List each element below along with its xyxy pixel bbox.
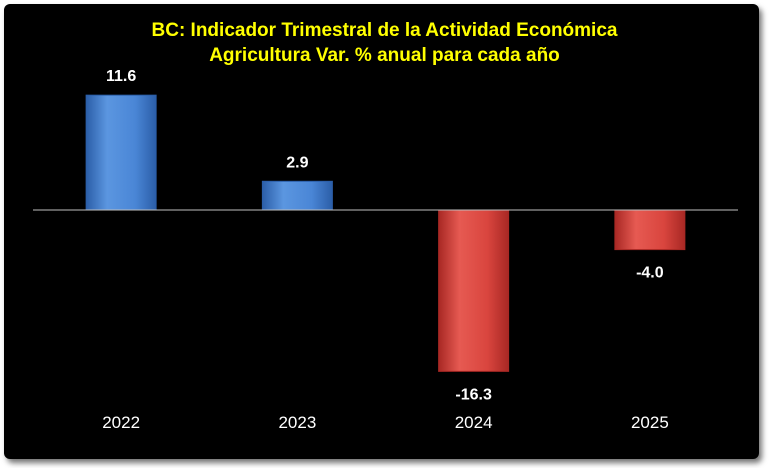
x-tick-label-2023: 2023 [278,413,316,432]
bar-2022 [85,94,157,211]
chart-title-line-1: BC: Indicador Trimestral de la Actividad… [151,20,618,41]
x-tick-label-2024: 2024 [455,413,493,432]
data-label-2024: -16.3 [455,386,492,403]
bar-2024 [438,209,510,372]
x-tick-label-2022: 2022 [102,413,140,432]
bar-2025 [614,209,686,251]
chart-title-line-2: Agricultura Var. % anual para cada año [209,45,560,66]
x-tick-label-2025: 2025 [631,413,669,432]
bar-2023 [261,180,333,211]
data-label-2025: -4.0 [636,265,664,282]
data-label-2023: 2.9 [286,154,308,171]
chart-title: BC: Indicador Trimestral de la Actividad… [0,18,769,68]
data-label-2022: 11.6 [106,68,136,85]
